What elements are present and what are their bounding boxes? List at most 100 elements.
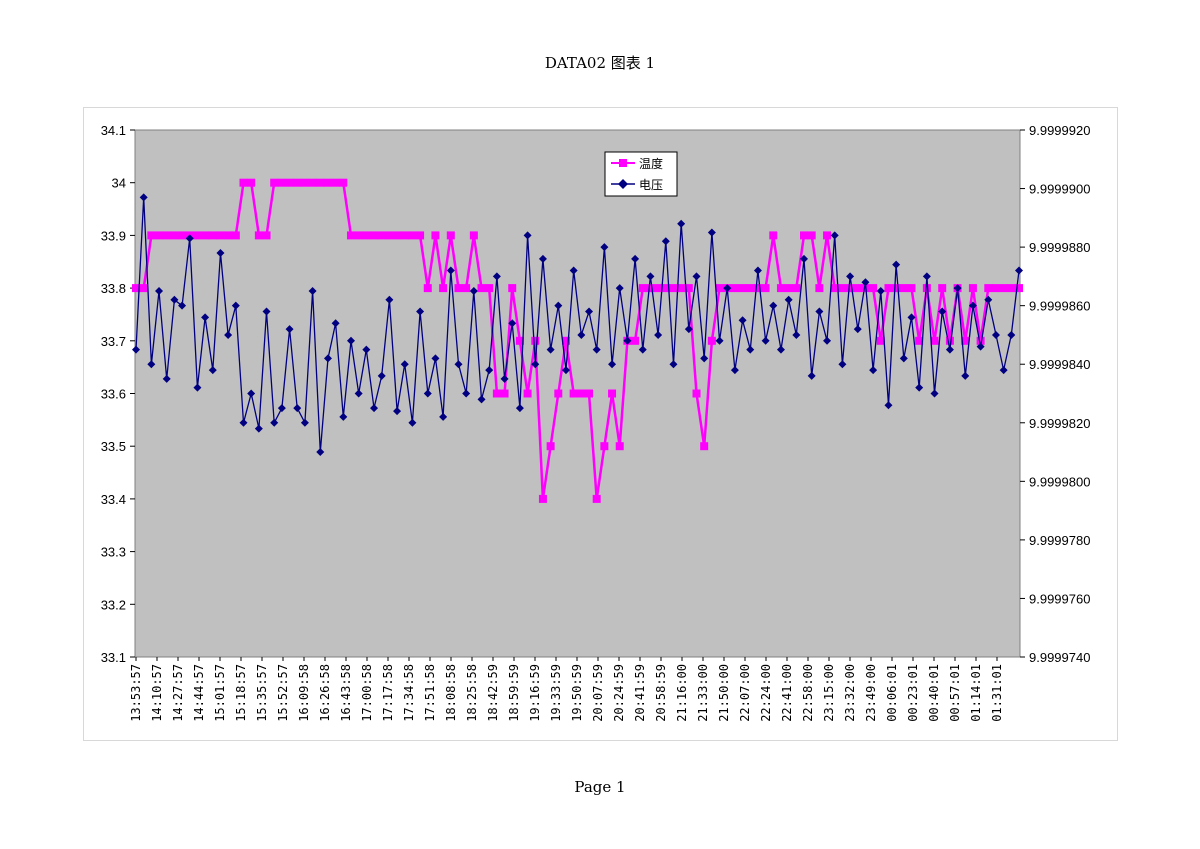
temp-point [730,284,739,293]
x-tick-label: 14:10:57 [150,664,164,722]
temp-point [354,231,363,240]
volt-point [377,371,386,380]
y-right-tick-label: 9.9999800 [1029,474,1090,489]
temp-point [945,336,954,345]
y-left-tick-label: 33.1 [101,650,126,665]
temp-point [485,284,494,293]
series-group [132,178,1023,503]
temp-point [746,284,755,293]
temp-point [178,231,187,240]
temp-point [761,284,770,293]
volt-point [132,345,140,354]
volt-point [661,237,670,246]
volt-point [968,301,977,310]
volt-point [853,325,862,334]
x-tick-label: 18:59:59 [507,664,521,722]
y-left-tick-label: 33.3 [101,545,126,560]
temp-point [500,389,509,398]
temp-point [776,284,785,293]
legend-marker-temp [619,159,627,167]
temp-point [293,178,302,187]
volt-point [861,278,870,287]
y-left-tick-label: 33.6 [101,387,126,402]
volt-point [585,307,594,316]
temp-point [853,284,862,293]
y-right-tick-label: 9.9999780 [1029,533,1090,548]
volt-point [193,383,202,392]
temp-point [316,178,325,187]
temp-point [492,389,501,398]
temp-point [408,231,417,240]
temp-point [546,442,555,451]
temp-point [431,231,440,240]
volt-point [339,412,348,421]
temp-point [423,284,432,293]
temp-point [738,284,747,293]
temp-point [1015,284,1023,293]
volt-point [876,287,885,296]
temp-point [416,231,425,240]
temp-point [554,389,563,398]
temp-point [830,284,839,293]
volt-point [784,295,793,304]
volt-point [723,284,732,293]
legend-marker-volt [618,179,628,189]
x-tick-label: 17:51:58 [423,664,437,722]
volt-point [669,360,678,369]
y-left-tick-label: 33.9 [101,228,126,243]
volt-point [247,389,256,398]
y-right-tick-label: 9.9999860 [1029,299,1090,314]
volt-point [262,307,271,316]
temp-point [838,284,847,293]
temp-point [170,231,179,240]
volt-point [753,266,762,275]
volt-point [201,313,210,322]
volt-point [684,325,693,334]
x-tick-label: 00:40:01 [927,664,941,722]
temp-point [285,178,294,187]
volt-point [592,345,601,354]
x-tick-label: 14:44:57 [192,664,206,722]
volt-point [869,366,878,375]
temp-point [262,231,271,240]
x-tick-label: 15:52:57 [276,664,290,722]
temp-point [769,231,778,240]
legend-label-volt: 电压 [639,178,663,192]
volt-point [984,295,993,304]
temp-point [247,178,256,187]
volt-point [477,395,486,404]
y-right-tick-label: 9.9999880 [1029,240,1090,255]
page-title: DATA02 图表 1 [544,54,656,72]
temp-point [370,231,379,240]
temp-point [661,284,670,293]
volt-point [408,418,417,427]
temp-point [876,336,885,345]
volt-point [715,336,724,345]
x-tick-label: 17:34:58 [402,664,416,722]
x-tick-label: 20:58:59 [654,664,668,722]
volt-point [500,374,509,383]
temp-point [792,284,801,293]
x-tick-label: 22:58:00 [801,664,815,722]
temp-point [976,336,985,345]
temp-point [930,336,939,345]
temp-point [515,336,524,345]
temp-point [132,284,140,293]
page-footer: Page 1 [574,778,626,796]
temp-point [377,231,386,240]
x-tick-label: 00:23:01 [906,664,920,722]
temp-point [362,231,371,240]
temp-point [869,284,878,293]
volt-point [170,295,179,304]
temp-point [346,231,355,240]
volt-point [546,345,555,354]
y-left-tick-label: 34 [112,176,126,191]
volt-point [930,389,939,398]
volt-point [446,266,455,275]
volt-point [523,231,532,240]
temp-point [615,442,624,451]
x-tick-label: 21:33:00 [696,664,710,722]
x-tick-label: 19:33:59 [549,664,563,722]
temp-point [1007,284,1016,293]
x-tick-label: 16:26:58 [318,664,332,722]
